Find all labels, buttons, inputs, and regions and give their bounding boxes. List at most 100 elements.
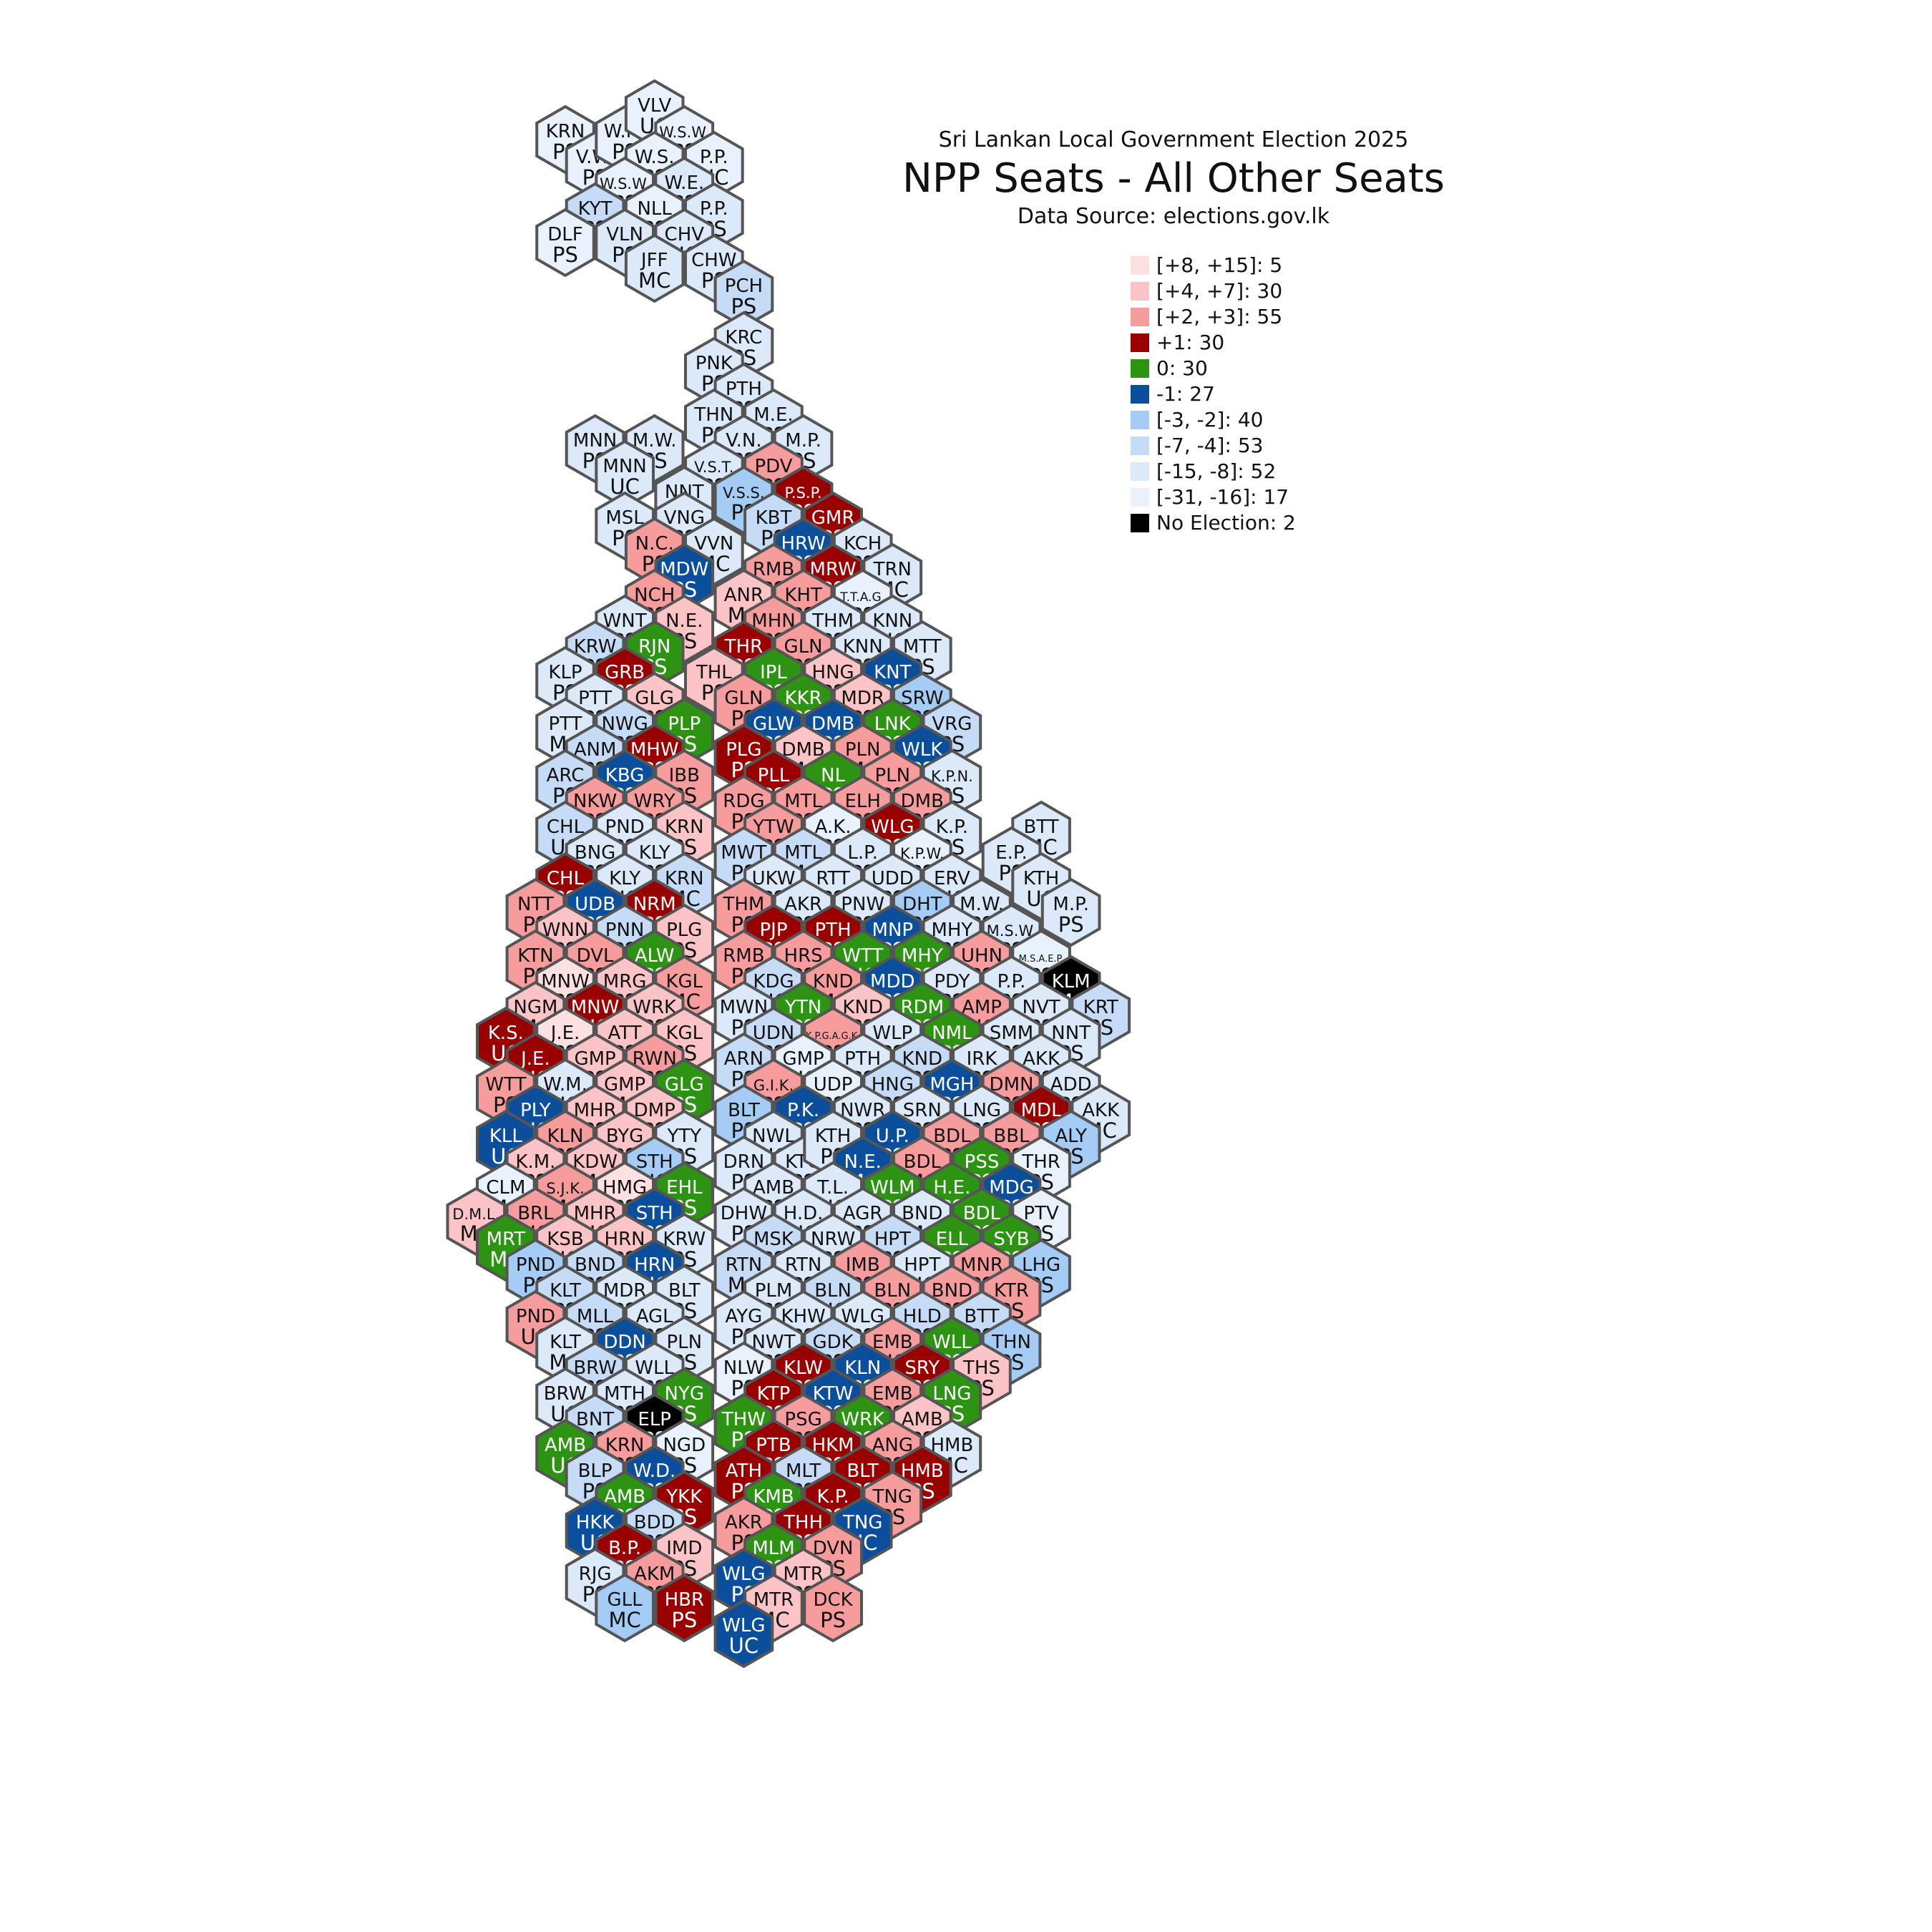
council-code: KLM <box>1052 971 1091 992</box>
council-code: SMM <box>990 1023 1033 1044</box>
legend-label: -1: 27 <box>1156 382 1215 406</box>
legend-label: [-15, -8]: 52 <box>1156 459 1276 483</box>
legend-item: [-7, -4]: 53 <box>1131 434 1263 457</box>
council-code: K.S. <box>488 1023 524 1044</box>
council-code: KND <box>842 997 883 1018</box>
council-code: RWN <box>633 1048 677 1070</box>
council-code: PTH <box>844 1048 881 1070</box>
council-code: WTT <box>485 1074 526 1096</box>
council-code: GMP <box>604 1074 645 1096</box>
council-code: N.C. <box>635 533 674 555</box>
council-code: DMP <box>634 1100 675 1121</box>
council-code: SYB <box>993 1229 1029 1250</box>
council-code: PLM <box>755 1280 793 1302</box>
council-code: KHT <box>784 585 822 606</box>
council-code: CHL <box>547 816 585 838</box>
council-code: PNK <box>696 353 733 374</box>
council-code: GLG <box>665 1074 704 1096</box>
council-code: DRN <box>723 1151 765 1173</box>
council-hex-shape <box>535 208 595 278</box>
council-code: PDY <box>934 971 970 992</box>
council-code: THH <box>783 1512 823 1533</box>
council-code: J.E. <box>519 1048 550 1070</box>
legend-item: [-31, -16]: 17 <box>1131 485 1289 509</box>
council-code: KRT <box>1083 997 1118 1018</box>
council-hex: M.P.PS <box>1040 877 1101 947</box>
council-code: RDG <box>723 791 764 812</box>
council-code: KLP <box>548 662 582 683</box>
council-code: PNW <box>841 894 884 915</box>
council-code: DHT <box>902 894 942 915</box>
council-code: NWR <box>840 1100 885 1121</box>
council-code: AMB <box>604 1486 645 1508</box>
council-code: WRY <box>634 791 675 812</box>
council-code: KLY <box>609 868 640 889</box>
legend-item: No Election: 2 <box>1131 511 1296 535</box>
council-code: BLT <box>668 1280 701 1302</box>
council-code: TNG <box>842 1512 882 1533</box>
council-code: MTR <box>753 1589 794 1611</box>
council-code: THM <box>811 610 854 632</box>
legend-swatch <box>1131 385 1149 404</box>
council-code: KLL <box>489 1126 523 1147</box>
council-code: ATH <box>726 1460 762 1482</box>
council-code: PND <box>605 816 645 838</box>
council-code: PTT <box>549 713 582 735</box>
council-code: THL <box>696 662 732 683</box>
council-code: BLT <box>847 1460 879 1482</box>
council-code: WNT <box>603 610 647 632</box>
council-code: MGH <box>930 1074 974 1096</box>
council-code: WLG <box>722 1615 765 1636</box>
council-code: PDV <box>754 456 792 477</box>
council-code: VVN <box>694 533 733 555</box>
council-code: VLN <box>606 224 643 245</box>
council-code: AGL <box>636 1306 673 1327</box>
council-code: HRN <box>605 1229 645 1250</box>
legend-label: 0: 30 <box>1156 356 1208 380</box>
legend-item: [-3, -2]: 40 <box>1131 408 1263 431</box>
legend-label: [-3, -2]: 40 <box>1156 408 1263 431</box>
legend: [+8, +15]: 5[+4, +7]: 30[+2, +3]: 55 +1: … <box>1131 253 1296 535</box>
council-code: ALW <box>635 945 675 967</box>
council-code: DCK <box>813 1589 853 1611</box>
council-code: W.S.W. <box>600 175 650 192</box>
council-code: SRN <box>903 1100 942 1121</box>
council-code: HRS <box>784 945 823 967</box>
council-code: KLN <box>844 1357 881 1379</box>
council-code: MDR <box>841 688 884 709</box>
council-code: RMB <box>723 945 764 967</box>
council-code: DDN <box>603 1332 646 1353</box>
council-code: MDR <box>603 1280 647 1302</box>
council-hex: NYGPS <box>654 1367 715 1437</box>
council-code: THM <box>722 894 764 915</box>
council-code: JFF <box>640 250 668 271</box>
council-code: W.S. <box>635 147 675 168</box>
council-code: RDM <box>901 997 945 1018</box>
council-code: KYT <box>578 198 613 220</box>
council-code: LNK <box>874 713 912 735</box>
council-code: BTT <box>1024 816 1059 838</box>
council-code: KSB <box>547 1229 583 1250</box>
council-code: GMP <box>574 1048 615 1070</box>
council-hex-shape <box>595 1573 655 1643</box>
council-code: V.S.T. <box>694 459 733 476</box>
council-code: ALY <box>1055 1126 1087 1147</box>
council-code: KRN <box>605 1435 645 1456</box>
council-code: GLG <box>635 688 674 709</box>
council-code: BDL <box>963 1203 1001 1224</box>
council-code: KCH <box>844 533 882 555</box>
council-code: WLL <box>932 1332 972 1353</box>
council-code: RJG <box>579 1563 612 1585</box>
council-code: RTN <box>785 1254 822 1276</box>
council-hex: M.W.PS <box>624 414 685 484</box>
council-code: T.T.A.G. <box>839 590 885 605</box>
council-code: EMB <box>872 1383 913 1405</box>
council-code: KLW <box>784 1357 823 1379</box>
map-subtitle: Sri Lankan Local Government Election 202… <box>939 127 1409 152</box>
council-code: PLG <box>726 739 761 761</box>
council-code: KBG <box>605 765 645 786</box>
council-code: MNR <box>960 1254 1003 1276</box>
council-code: PSG <box>784 1409 821 1430</box>
